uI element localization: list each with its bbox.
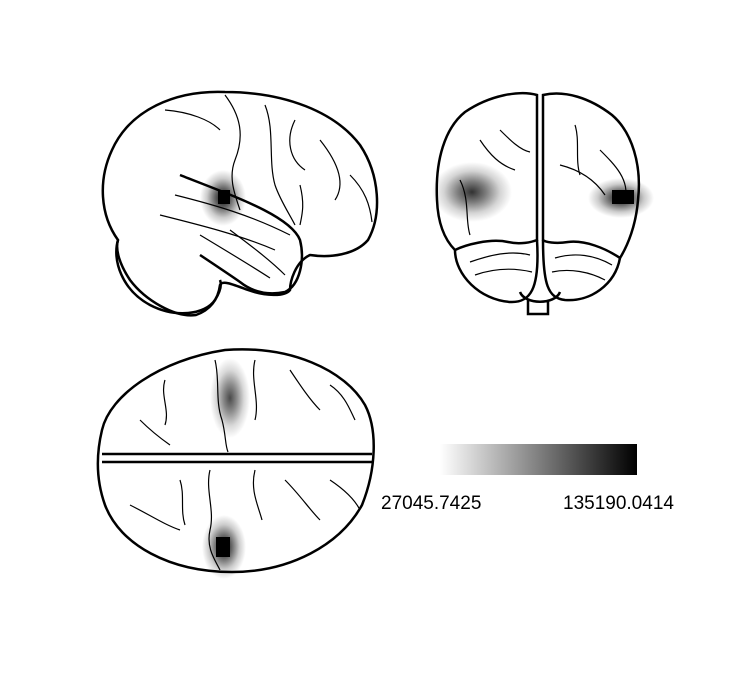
axial-view — [96, 348, 375, 579]
axial-sulci — [129, 359, 361, 571]
sagittal-sulci — [159, 94, 373, 279]
axial-activation-upper — [210, 358, 250, 438]
colorbar-max-label: 135190.0414 — [563, 493, 674, 514]
coronal-left-hemisphere — [435, 91, 539, 252]
temporal-lobe — [179, 173, 304, 295]
axial-brain-outline — [96, 348, 375, 574]
sagittal-view — [101, 90, 379, 317]
sagittal-brain-outline — [101, 90, 379, 317]
coronal-activation-left — [432, 162, 512, 222]
colorbar-min-label: 27045.7425 — [381, 493, 482, 514]
cerebellum-outline — [115, 239, 223, 315]
coronal-brainstem — [518, 291, 562, 316]
axial-activation-lower-peak — [216, 537, 230, 557]
coronal-activation-right-peak — [612, 190, 634, 204]
sagittal-activation-peak — [218, 190, 230, 204]
colorbar — [440, 444, 637, 475]
coronal-view — [432, 91, 654, 316]
coronal-cerebellum-left — [453, 239, 539, 304]
coronal-cerebellum-right — [541, 239, 622, 302]
coronal-right-hemisphere — [541, 92, 641, 260]
